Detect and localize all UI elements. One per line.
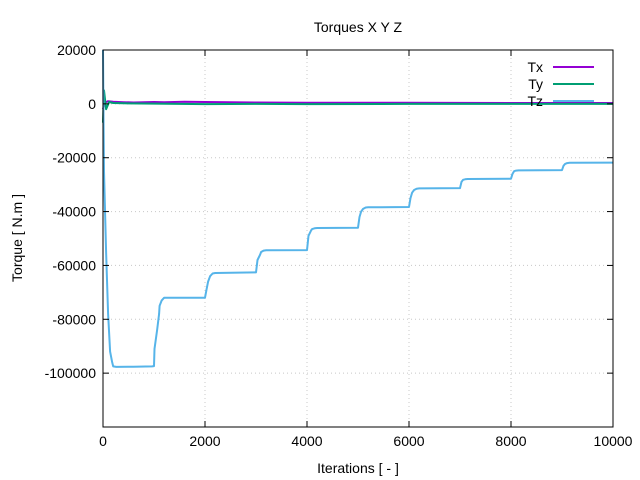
legend-label-tx: Tx — [527, 59, 543, 75]
grid-lines — [103, 50, 613, 427]
y-tick-label: 20000 — [57, 42, 96, 58]
x-tick-label: 10000 — [594, 433, 633, 449]
axis-ticks: 0 2000 4000 6000 8000 10000 20000 0 -20000 -40000… — [45, 42, 633, 449]
y-tick-label: -40000 — [52, 204, 96, 220]
plot-frame — [102, 49, 614, 428]
legend-label-ty: Ty — [528, 76, 543, 92]
y-tick-label: -100000 — [45, 365, 97, 381]
chart-title: Torques X Y Z — [314, 19, 403, 35]
series-line-ty — [102, 89, 613, 123]
x-tick-label: 6000 — [393, 433, 424, 449]
y-tick-label: -80000 — [52, 311, 96, 327]
series-lines — [102, 49, 614, 368]
legend: Tx Ty Tz — [527, 59, 594, 109]
series-line-tz — [102, 49, 614, 368]
x-tick-label: 2000 — [189, 433, 220, 449]
x-tick-label: 8000 — [495, 433, 526, 449]
x-tick-label: 0 — [99, 433, 107, 449]
x-tick-label: 4000 — [291, 433, 322, 449]
y-tick-label: -20000 — [52, 150, 96, 166]
x-axis-label: Iterations [ - ] — [317, 460, 399, 476]
legend-label-tz: Tz — [527, 93, 543, 109]
y-tick-label: -60000 — [52, 257, 96, 273]
y-tick-label: 0 — [88, 96, 96, 112]
y-axis-label: Torque [ N.m ] — [9, 194, 25, 282]
